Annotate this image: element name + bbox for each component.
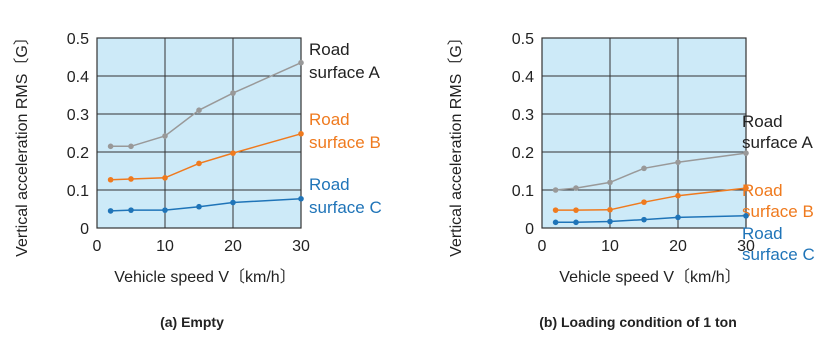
series-line <box>555 215 747 224</box>
x-tick-label: 10 <box>601 238 619 255</box>
series-line <box>110 133 302 181</box>
y-tick-label: 0.1 <box>67 183 89 200</box>
plot-frame <box>541 37 747 229</box>
data-point <box>107 143 114 150</box>
series-label: Road <box>742 112 783 131</box>
series-line <box>555 152 747 191</box>
data-point <box>573 219 579 226</box>
x-axis-label: Vehicle speed V〔km/h〕 <box>559 268 740 286</box>
data-point <box>230 199 236 206</box>
y-tick-label: 0.4 <box>512 69 534 86</box>
data-point <box>675 159 681 166</box>
data-point <box>552 219 559 226</box>
data-point <box>162 207 168 213</box>
series-label: Road <box>309 110 350 129</box>
series-label: surface A <box>309 63 381 82</box>
data-point <box>196 160 202 167</box>
series-label: Road <box>742 224 783 243</box>
y-tick-label: 0 <box>80 221 89 238</box>
x-tick-label: 30 <box>737 238 755 255</box>
y-tick-label: 0.2 <box>512 145 534 162</box>
data-point <box>298 130 304 137</box>
y-tick-label: 0.3 <box>512 107 534 124</box>
series-label: Road <box>309 40 350 59</box>
series-line <box>555 187 747 211</box>
data-point <box>230 90 236 96</box>
data-point <box>641 199 647 205</box>
data-point <box>298 195 304 202</box>
data-point <box>607 179 613 186</box>
plot-area <box>97 38 301 228</box>
y-tick-label: 0.5 <box>512 31 534 48</box>
series-label: surface C <box>309 198 382 217</box>
data-point <box>128 143 134 150</box>
data-point <box>128 176 134 182</box>
y-tick-label: 0.3 <box>67 107 89 124</box>
series-label: Road <box>309 175 350 194</box>
y-axis-label: Vertical acceleration RMS〔G〕 <box>447 29 465 257</box>
x-tick-label: 20 <box>224 238 242 255</box>
series-label: surface C <box>742 245 815 264</box>
data-point <box>162 133 168 139</box>
series-label: Road <box>742 181 783 200</box>
data-point <box>128 207 134 213</box>
data-point <box>675 214 681 221</box>
data-point <box>196 107 202 113</box>
data-point <box>196 203 202 210</box>
y-tick-label: 0.1 <box>512 183 534 200</box>
data-point <box>573 207 579 213</box>
data-point <box>552 207 559 213</box>
data-point <box>675 192 681 199</box>
y-tick-label: 0.4 <box>67 69 89 86</box>
y-tick-label: 0 <box>525 221 534 238</box>
data-point <box>573 185 579 191</box>
data-point <box>607 206 613 213</box>
data-point <box>743 185 749 191</box>
x-tick-label: 0 <box>93 238 102 255</box>
x-tick-label: 20 <box>669 238 687 255</box>
chart-panel-empty: 0 0.1 0.2 0.3 0.4 0.5 0 10 20 30 Road surface A Road… <box>13 29 382 330</box>
series-label: surface B <box>309 133 381 152</box>
y-axis-label: Vertical acceleration RMS〔G〕 <box>13 29 31 257</box>
data-point <box>607 218 613 225</box>
data-point <box>230 150 236 156</box>
data-point <box>107 208 114 214</box>
panel-caption: (b) Loading condition of 1 ton <box>539 314 737 330</box>
panel-caption: (a) Empty <box>160 314 224 330</box>
data-point <box>162 175 168 181</box>
data-point <box>298 59 304 66</box>
x-tick-label: 0 <box>538 238 547 255</box>
data-point <box>743 213 749 219</box>
data-point <box>552 187 559 193</box>
plot-area <box>542 38 746 228</box>
series-label: surface A <box>742 133 814 152</box>
y-tick-label: 0.2 <box>67 145 89 162</box>
series-line <box>110 62 302 148</box>
series-label: surface B <box>742 202 814 221</box>
series-line <box>110 197 302 212</box>
data-point <box>641 216 647 223</box>
x-tick-label: 30 <box>292 238 310 255</box>
data-point <box>641 165 647 172</box>
data-point <box>107 176 114 183</box>
y-tick-label: 0.5 <box>67 31 89 48</box>
x-tick-label: 10 <box>156 238 174 255</box>
x-axis-label: Vehicle speed V〔km/h〕 <box>114 268 295 286</box>
data-point <box>743 150 749 156</box>
